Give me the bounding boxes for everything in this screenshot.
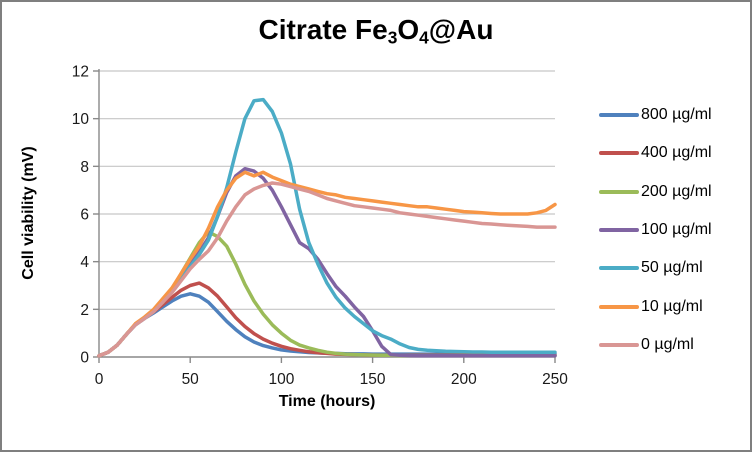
title-subscript: 3 bbox=[387, 27, 398, 48]
x-tick-label: 250 bbox=[542, 371, 568, 388]
legend-item: 800 µg/ml bbox=[599, 96, 712, 134]
legend-item: 400 µg/ml bbox=[599, 134, 712, 172]
legend-item: 0 µg/ml bbox=[599, 326, 712, 364]
legend: 800 µg/ml 400 µg/ml 200 µg/ml 100 µg/ml 50 µ… bbox=[599, 96, 712, 364]
y-tick-label: 2 bbox=[80, 302, 89, 319]
title-text: Citrate Fe bbox=[258, 14, 388, 45]
legend-item: 10 µg/ml bbox=[599, 287, 712, 325]
y-tick-label: 12 bbox=[72, 63, 89, 80]
legend-line-swatch bbox=[599, 151, 639, 156]
legend-item: 200 µg/ml bbox=[599, 173, 712, 211]
legend-label: 0 µg/ml bbox=[641, 335, 694, 353]
legend-line-swatch bbox=[599, 304, 639, 309]
x-tick-label: 100 bbox=[268, 371, 294, 388]
chart-title: Citrate Fe3O4@Au bbox=[2, 14, 750, 49]
legend-label: 400 µg/ml bbox=[641, 144, 712, 162]
legend-item: 50 µg/ml bbox=[599, 249, 712, 287]
legend-label: 100 µg/ml bbox=[641, 221, 712, 239]
legend-line-swatch bbox=[599, 228, 639, 233]
legend-line-swatch bbox=[599, 113, 639, 118]
x-tick-label: 200 bbox=[451, 371, 477, 388]
y-tick-label: 8 bbox=[80, 159, 89, 176]
title-subscript: 4 bbox=[419, 27, 429, 48]
y-tick-label: 0 bbox=[80, 349, 89, 366]
y-tick-label: 4 bbox=[80, 254, 89, 271]
legend-label: 800 µg/ml bbox=[641, 106, 712, 124]
legend-label: 50 µg/ml bbox=[641, 259, 703, 277]
legend-line-swatch bbox=[599, 342, 639, 347]
series-line-50-g-ml bbox=[97, 97, 557, 358]
y-tick-label: 10 bbox=[72, 111, 90, 128]
x-axis-title: Time (hours) bbox=[278, 393, 376, 410]
title-text: @Au bbox=[428, 14, 494, 45]
legend-item: 100 µg/ml bbox=[599, 211, 712, 249]
series-line-10-g-ml bbox=[97, 170, 557, 358]
y-tick-label: 6 bbox=[80, 206, 89, 223]
legend-line-swatch bbox=[599, 266, 639, 271]
legend-label: 200 µg/ml bbox=[641, 182, 712, 200]
legend-line-swatch bbox=[599, 189, 639, 194]
title-text: O bbox=[397, 14, 420, 45]
x-tick-label: 50 bbox=[182, 371, 200, 388]
y-axis-title: Cell viability (mV) bbox=[20, 146, 37, 280]
x-tick-label: 0 bbox=[95, 371, 104, 388]
series-line-0-g-ml bbox=[97, 181, 557, 358]
legend-label: 10 µg/ml bbox=[641, 297, 703, 315]
x-tick-label: 150 bbox=[360, 371, 386, 388]
